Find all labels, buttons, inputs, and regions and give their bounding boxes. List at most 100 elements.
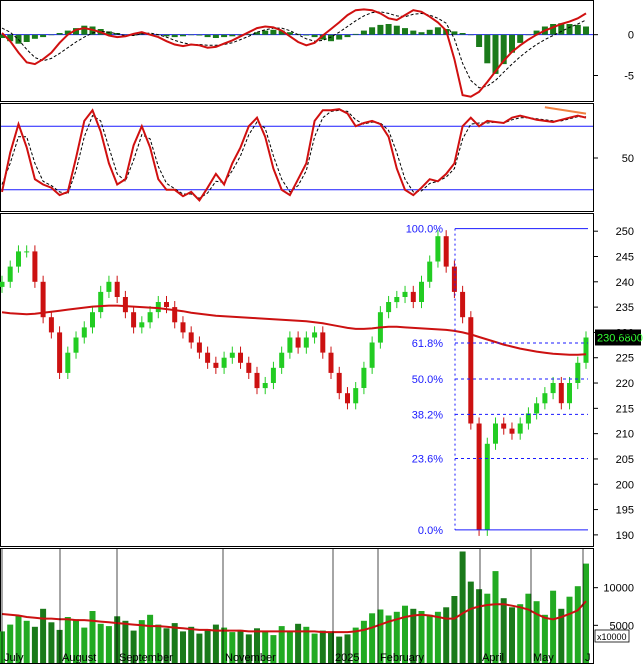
price-candle-body bbox=[196, 342, 202, 353]
macd-histogram-bar bbox=[467, 34, 474, 36]
volume-bar bbox=[155, 624, 162, 663]
y-axis-tick-label: 230 bbox=[616, 327, 634, 339]
macd-histogram-bar bbox=[369, 27, 376, 35]
volume-bar bbox=[517, 604, 524, 663]
volume-bar bbox=[180, 631, 186, 663]
volume-bar bbox=[204, 629, 211, 663]
macd-histogram-bar bbox=[418, 32, 425, 35]
y-axis-tick-label: 200 bbox=[616, 479, 634, 491]
price-candle-body bbox=[361, 367, 367, 388]
price-candle-body bbox=[328, 352, 334, 373]
macd-histogram-bar bbox=[377, 24, 384, 35]
macd-histogram-bar bbox=[31, 34, 38, 39]
price-candle-body bbox=[419, 281, 424, 302]
macd-histogram-bar bbox=[262, 30, 269, 35]
volume-bar bbox=[336, 636, 343, 663]
price-candle-body bbox=[229, 352, 235, 358]
macd-histogram-bar bbox=[352, 33, 359, 35]
volume-bar bbox=[558, 608, 565, 663]
price-candle-body bbox=[40, 281, 46, 318]
price-candle-body bbox=[270, 367, 276, 383]
volume-bar bbox=[344, 634, 351, 663]
volume-unit-label: x10000 bbox=[597, 632, 627, 642]
volume-bar bbox=[138, 620, 145, 663]
volume-bar bbox=[15, 615, 22, 663]
y-axis-tick-label: 205 bbox=[616, 454, 634, 466]
macd-histogram-bar bbox=[500, 34, 507, 65]
y-axis-tick-label: 0 bbox=[628, 30, 634, 42]
price-candle-body bbox=[90, 312, 95, 328]
volume-bar bbox=[262, 631, 269, 663]
volume-bar bbox=[459, 551, 466, 663]
price-candle-body bbox=[106, 281, 112, 292]
macd-histogram-bar bbox=[221, 34, 228, 38]
macd-histogram-bar bbox=[328, 34, 334, 42]
y-axis-tick-label: 245 bbox=[616, 251, 634, 263]
macd-histogram-bar bbox=[180, 34, 186, 37]
price-candle-body bbox=[386, 302, 392, 313]
price-candle-body bbox=[180, 322, 186, 333]
y-axis-tick-label: 235 bbox=[616, 302, 634, 314]
y-axis-tick-label: 190 bbox=[616, 530, 634, 542]
macd-histogram-bar bbox=[451, 31, 458, 35]
price-candle-body bbox=[550, 383, 556, 394]
volume-bar bbox=[278, 626, 285, 663]
macd-histogram-bar bbox=[105, 31, 112, 35]
fibonacci-label: 61.8% bbox=[412, 338, 443, 350]
macd-histogram-bar bbox=[459, 33, 466, 35]
volume-bar bbox=[500, 598, 507, 663]
macd-histogram-bar bbox=[73, 28, 79, 35]
volume-bar bbox=[303, 626, 310, 663]
macd-histogram-bar bbox=[48, 34, 55, 36]
price-candle-body bbox=[402, 291, 408, 297]
y-axis-tick-label: 225 bbox=[616, 353, 634, 365]
macd-histogram-bar bbox=[344, 34, 351, 38]
volume-bar bbox=[352, 627, 359, 663]
price-candle-body bbox=[534, 403, 540, 414]
volume-bar bbox=[492, 571, 499, 663]
price-candle-body bbox=[205, 352, 211, 363]
price-candle-body bbox=[155, 302, 161, 313]
x-axis-label: 2025 bbox=[335, 652, 359, 664]
fibonacci-label: 100.0% bbox=[406, 224, 444, 236]
x-axis-label: April bbox=[482, 652, 504, 664]
macd-histogram-bar bbox=[286, 32, 293, 35]
price-candle-body bbox=[287, 337, 293, 353]
macd-histogram-bar bbox=[163, 34, 170, 37]
volume-bar bbox=[171, 623, 178, 663]
price-candle-body bbox=[575, 362, 581, 383]
price-candle-body bbox=[238, 352, 243, 363]
macd-histogram-bar bbox=[81, 25, 88, 35]
macd-series bbox=[0, 8, 593, 98]
macd-histogram-bar bbox=[558, 23, 565, 35]
x-axis-label: September bbox=[119, 652, 173, 664]
price-candle-body bbox=[188, 332, 194, 343]
macd-histogram-bar bbox=[303, 34, 310, 36]
macd-histogram-bar bbox=[492, 34, 499, 74]
volume-bar bbox=[451, 596, 458, 663]
volume-bar bbox=[122, 620, 129, 663]
price-candle-body bbox=[295, 337, 301, 348]
y-axis-tick-label: -5 bbox=[624, 71, 634, 83]
macd-histogram-bar bbox=[517, 34, 524, 43]
volume-bar bbox=[574, 586, 581, 663]
volume-bar bbox=[105, 626, 112, 663]
price-candle-body bbox=[460, 291, 466, 318]
macd-histogram-bar bbox=[509, 34, 515, 53]
price-candle-body bbox=[131, 312, 137, 328]
price-candle-body bbox=[221, 357, 227, 368]
y-axis-tick-label: 240 bbox=[616, 277, 634, 289]
volume-bar bbox=[360, 620, 367, 663]
volume-bar bbox=[377, 609, 384, 663]
macd-histogram-bar bbox=[196, 34, 203, 36]
volume-bar bbox=[245, 634, 252, 663]
volume-bar bbox=[56, 629, 63, 663]
macd-histogram-bar bbox=[385, 24, 392, 35]
volume-bar bbox=[467, 581, 474, 663]
volume-bar bbox=[130, 630, 137, 663]
price-candle-body bbox=[122, 297, 128, 313]
volume-bar bbox=[31, 626, 38, 663]
macd-histogram-bar bbox=[23, 34, 30, 42]
macd-histogram-bar bbox=[533, 30, 540, 35]
macd-histogram-bar bbox=[56, 33, 63, 35]
